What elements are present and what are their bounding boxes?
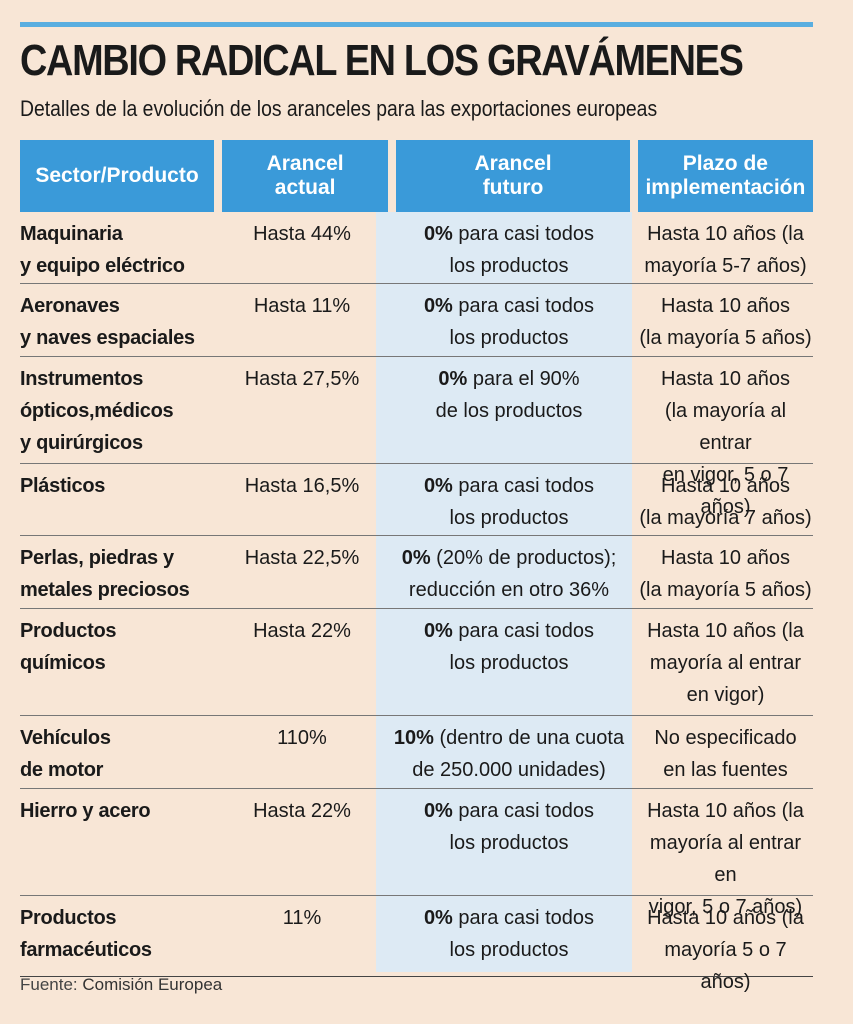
cell-plazo: Hasta 10 años (la mayoría 5-7 años)	[644, 223, 807, 277]
future-detail: para casi todos los productos	[449, 800, 595, 854]
cell-plazo: Hasta 10 años (la mayoría 5 años)	[639, 547, 812, 601]
table-row: Productos químicos Hasta 22% 0% para casi …	[20, 609, 813, 716]
future-rate: 0%	[423, 620, 453, 642]
cell-actual: Hasta 22%	[253, 800, 351, 822]
future-rate: 0%	[423, 907, 453, 929]
future-column-band	[376, 212, 632, 972]
future-detail: (20% de productos); reducción en otro 36…	[408, 547, 617, 601]
table-header-row: Sector/Producto Arancel actual Arancel f…	[20, 140, 813, 212]
header-sector: Sector/Producto	[20, 140, 214, 212]
cell-actual: Hasta 22,5%	[244, 547, 360, 569]
future-detail: (dentro de una cuota de 250.000 unidades…	[412, 727, 625, 781]
table-row: Perlas, piedras y metales preciosos Hasta…	[20, 536, 813, 609]
cell-sector: Productos químicos	[20, 620, 117, 674]
cell-future: 0% para casi todos los productos	[380, 896, 638, 976]
future-rate: 0%	[401, 547, 431, 569]
future-rate: 0%	[423, 223, 453, 245]
cell-plazo: Hasta 10 años (la mayoría 7 años)	[639, 475, 812, 529]
future-detail: para casi todos los productos	[449, 295, 595, 349]
cell-sector: Aeronaves y naves espaciales	[20, 295, 195, 349]
source-note: Fuente: Comisión Europea	[20, 975, 222, 995]
cell-sector: Productos farmacéuticos	[20, 907, 152, 961]
future-rate: 0%	[438, 368, 468, 390]
cell-actual: Hasta 16,5%	[244, 475, 360, 497]
table-row: Instrumentos ópticos,médicos y quirúrgic…	[20, 357, 813, 518]
cell-plazo: No especificado en las fuentes	[654, 727, 797, 781]
cell-sector: Plásticos	[20, 475, 106, 497]
future-detail: para el 90% de los productos	[435, 368, 583, 422]
source-value: Comisión Europea	[82, 975, 223, 994]
tariff-table: Sector/Producto Arancel actual Arancel f…	[20, 140, 813, 993]
future-rate: 10%	[393, 727, 434, 749]
future-detail: para casi todos los productos	[449, 475, 595, 529]
table-row: Hierro y acero Hasta 22% 0% para casi todo…	[20, 789, 813, 918]
future-detail: para casi todos los productos	[449, 223, 595, 277]
header-actual: Arancel actual	[221, 140, 389, 212]
table-row: Vehículos de motor 110% 10% (dentro de una…	[20, 716, 813, 789]
cell-plazo: Hasta 10 años (la mayoría 5 o 7 años)	[647, 907, 804, 993]
cell-sector: Hierro y acero	[20, 800, 151, 822]
page-subtitle: Detalles de la evolución de los arancele…	[20, 96, 658, 121]
cell-actual: 11%	[282, 907, 322, 929]
table-row: Productos farmacéuticos 11% 0% para casi t…	[20, 896, 813, 993]
future-detail: para casi todos los productos	[449, 907, 595, 961]
future-rate: 0%	[423, 800, 453, 822]
cell-future: 0% para el 90% de los productos	[380, 357, 638, 463]
top-accent-bar	[20, 22, 813, 27]
cell-plazo: Hasta 10 años (la mayoría al entrar en v…	[647, 800, 804, 918]
cell-sector: Maquinaria y equipo eléctrico	[20, 223, 185, 277]
cell-future: 0% (20% de productos); reducción en otro…	[380, 536, 638, 608]
future-detail: para casi todos los productos	[449, 620, 595, 674]
cell-plazo: Hasta 10 años (la mayoría 5 años)	[639, 295, 812, 349]
cell-actual: Hasta 22%	[253, 620, 351, 642]
cell-actual: 110%	[277, 727, 327, 749]
cell-future: 0% para casi todos los productos	[380, 284, 638, 356]
table-row: Plásticos Hasta 16,5% 0% para casi todos l…	[20, 464, 813, 536]
page-title: CAMBIO RADICAL EN LOS GRAVÁMENES	[20, 36, 744, 85]
cell-sector: Instrumentos ópticos,médicos y quirúrgic…	[20, 368, 174, 454]
cell-plazo: Hasta 10 años (la mayoría al entrar en v…	[661, 368, 790, 518]
cell-sector: Perlas, piedras y metales preciosos	[20, 547, 190, 601]
table-row: Aeronaves y naves espaciales Hasta 11% 0% …	[20, 284, 813, 357]
source-label: Fuente:	[20, 975, 78, 994]
header-future: Arancel futuro	[396, 140, 630, 212]
cell-future: 0% para casi todos los productos	[380, 609, 638, 715]
table-row: Maquinaria y equipo eléctrico Hasta 44% 0%…	[20, 212, 813, 284]
cell-future: 0% para casi todos los productos	[380, 464, 638, 535]
cell-future: 0% para casi todos los productos	[380, 212, 638, 283]
header-plazo: Plazo de implementación	[637, 140, 813, 212]
cell-actual: Hasta 44%	[253, 223, 351, 245]
cell-actual: Hasta 27,5%	[244, 368, 360, 390]
cell-sector: Vehículos de motor	[20, 727, 111, 781]
table-body: Maquinaria y equipo eléctrico Hasta 44% 0%…	[20, 212, 813, 993]
cell-future: 0% para casi todos los productos	[380, 789, 638, 895]
cell-future: 10% (dentro de una cuota de 250.000 unid…	[380, 716, 638, 788]
cell-plazo: Hasta 10 años (la mayoría al entrar en v…	[647, 620, 804, 706]
future-rate: 0%	[423, 295, 453, 317]
future-rate: 0%	[423, 475, 453, 497]
cell-actual: Hasta 11%	[253, 295, 351, 317]
